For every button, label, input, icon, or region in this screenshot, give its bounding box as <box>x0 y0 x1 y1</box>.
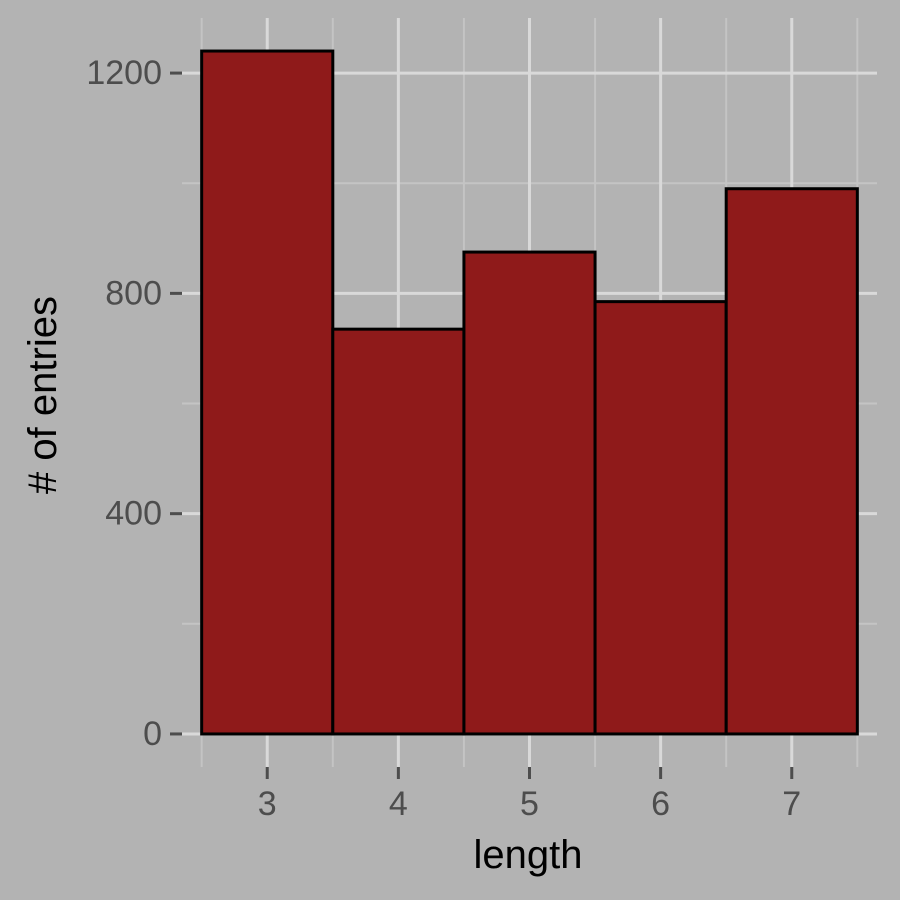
y-tick-label: 400 <box>105 495 162 533</box>
y-tick-label: 800 <box>105 274 162 312</box>
x-tick-label: 6 <box>651 785 670 823</box>
x-tick-label: 7 <box>782 785 801 823</box>
y-tick-label: 0 <box>143 715 162 753</box>
bar-4 <box>331 327 466 736</box>
y-tick-label: 1200 <box>86 54 162 92</box>
x-tick-label: 3 <box>258 785 277 823</box>
y-axis-title: # of entries <box>21 296 65 494</box>
bar-6 <box>593 300 728 736</box>
bar-7 <box>724 187 859 736</box>
bars <box>200 49 859 736</box>
axes: 0 400 800 1200 3 4 5 6 7 <box>86 54 801 823</box>
x-tick-label: 5 <box>520 785 539 823</box>
bar-5 <box>462 250 597 736</box>
bar-3 <box>200 49 335 736</box>
x-axis-title: length <box>474 833 583 877</box>
x-tick-label: 4 <box>389 785 408 823</box>
